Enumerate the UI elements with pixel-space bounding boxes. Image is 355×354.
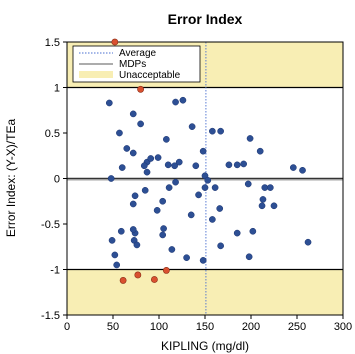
data-point bbox=[261, 184, 269, 191]
y-axis-label: Error Index: (Y-X)/TEa bbox=[4, 119, 18, 238]
data-point bbox=[299, 166, 306, 174]
data-point-outlier bbox=[150, 276, 158, 283]
data-point bbox=[209, 127, 216, 135]
data-point bbox=[117, 227, 125, 235]
data-point bbox=[129, 149, 137, 157]
y-tick-label: -0.5 bbox=[41, 219, 60, 231]
x-tick-label: 200 bbox=[242, 321, 260, 333]
data-point bbox=[195, 191, 202, 199]
data-point bbox=[233, 161, 241, 169]
legend-swatch-unacceptable bbox=[79, 71, 113, 78]
legend-label-unacceptable: Unacceptable bbox=[119, 70, 181, 81]
data-point-outlier bbox=[111, 38, 119, 46]
data-point bbox=[246, 135, 254, 142]
x-axis-label: KIPLING (mg/dl) bbox=[161, 339, 249, 353]
data-point bbox=[107, 175, 115, 182]
data-point bbox=[172, 98, 179, 106]
data-point bbox=[204, 176, 212, 184]
data-point bbox=[164, 161, 172, 169]
data-point bbox=[209, 216, 216, 223]
data-point bbox=[160, 225, 167, 232]
y-tick-label: 0.5 bbox=[45, 128, 60, 140]
data-point bbox=[244, 180, 252, 188]
data-point-outlier bbox=[162, 267, 170, 274]
data-point bbox=[159, 231, 167, 239]
x-tick-label: 50 bbox=[107, 321, 119, 333]
y-tick-label: 1.5 bbox=[45, 37, 60, 49]
data-point bbox=[137, 120, 144, 128]
unacceptable-region-lower bbox=[67, 269, 343, 315]
data-point bbox=[187, 211, 195, 219]
data-point bbox=[133, 241, 141, 249]
data-point-outlier bbox=[119, 277, 127, 284]
data-point bbox=[258, 202, 266, 210]
data-point bbox=[240, 160, 247, 168]
data-point bbox=[249, 227, 257, 235]
x-tick-label: 250 bbox=[288, 321, 306, 333]
data-point bbox=[172, 178, 179, 186]
data-point bbox=[266, 184, 274, 191]
data-point bbox=[163, 136, 170, 143]
data-point bbox=[143, 168, 151, 176]
data-point bbox=[245, 253, 253, 261]
data-point bbox=[129, 200, 137, 208]
data-point bbox=[129, 110, 137, 118]
data-point bbox=[225, 161, 233, 169]
data-point bbox=[123, 145, 131, 152]
data-point bbox=[289, 164, 297, 171]
data-point bbox=[216, 205, 224, 212]
x-tick-label: 0 bbox=[64, 321, 70, 333]
data-point bbox=[259, 196, 267, 203]
data-point bbox=[179, 96, 187, 104]
data-point bbox=[141, 186, 149, 194]
x-tick-label: 300 bbox=[334, 321, 352, 333]
data-point bbox=[199, 147, 207, 155]
data-point bbox=[217, 242, 224, 250]
y-tick-label: 1 bbox=[54, 83, 60, 95]
data-points bbox=[105, 38, 312, 284]
legend-label-average: Average bbox=[119, 48, 157, 59]
data-point bbox=[140, 162, 148, 170]
data-point bbox=[270, 202, 278, 210]
data-point bbox=[168, 246, 176, 253]
data-point bbox=[304, 238, 312, 246]
data-point bbox=[111, 251, 119, 259]
data-point bbox=[159, 197, 167, 205]
data-point bbox=[217, 127, 224, 135]
data-point-outlier bbox=[134, 271, 142, 279]
x-tick-label: 100 bbox=[150, 321, 168, 333]
data-point bbox=[147, 155, 155, 162]
data-point bbox=[154, 154, 162, 161]
data-point bbox=[183, 254, 190, 262]
data-point bbox=[108, 237, 116, 244]
data-point bbox=[105, 99, 113, 107]
data-point bbox=[165, 184, 173, 191]
data-point bbox=[211, 184, 219, 191]
data-point bbox=[199, 257, 207, 264]
data-point bbox=[192, 162, 200, 170]
data-point bbox=[116, 129, 123, 137]
data-point bbox=[256, 147, 264, 155]
data-point bbox=[153, 207, 161, 214]
data-point bbox=[188, 123, 196, 130]
chart-title: Error Index bbox=[168, 11, 243, 27]
data-point bbox=[131, 192, 139, 200]
data-point bbox=[201, 184, 209, 191]
data-point-outlier bbox=[137, 85, 144, 93]
x-tick-label: 150 bbox=[196, 321, 214, 333]
axes: 0 50 100 150 200 250 300 -1.5 -1 -0.5 0 0.5 1 1.5 bbox=[41, 37, 352, 333]
y-tick-label: 0 bbox=[54, 174, 60, 186]
data-point bbox=[175, 158, 183, 166]
data-point bbox=[129, 226, 137, 233]
data-point bbox=[113, 261, 121, 269]
data-point bbox=[171, 162, 178, 170]
legend-label-mdps: MDPs bbox=[119, 59, 146, 70]
y-tick-label: -1.5 bbox=[41, 310, 60, 322]
data-point bbox=[118, 164, 126, 171]
data-point bbox=[233, 229, 241, 237]
y-tick-label: -1 bbox=[50, 265, 60, 277]
